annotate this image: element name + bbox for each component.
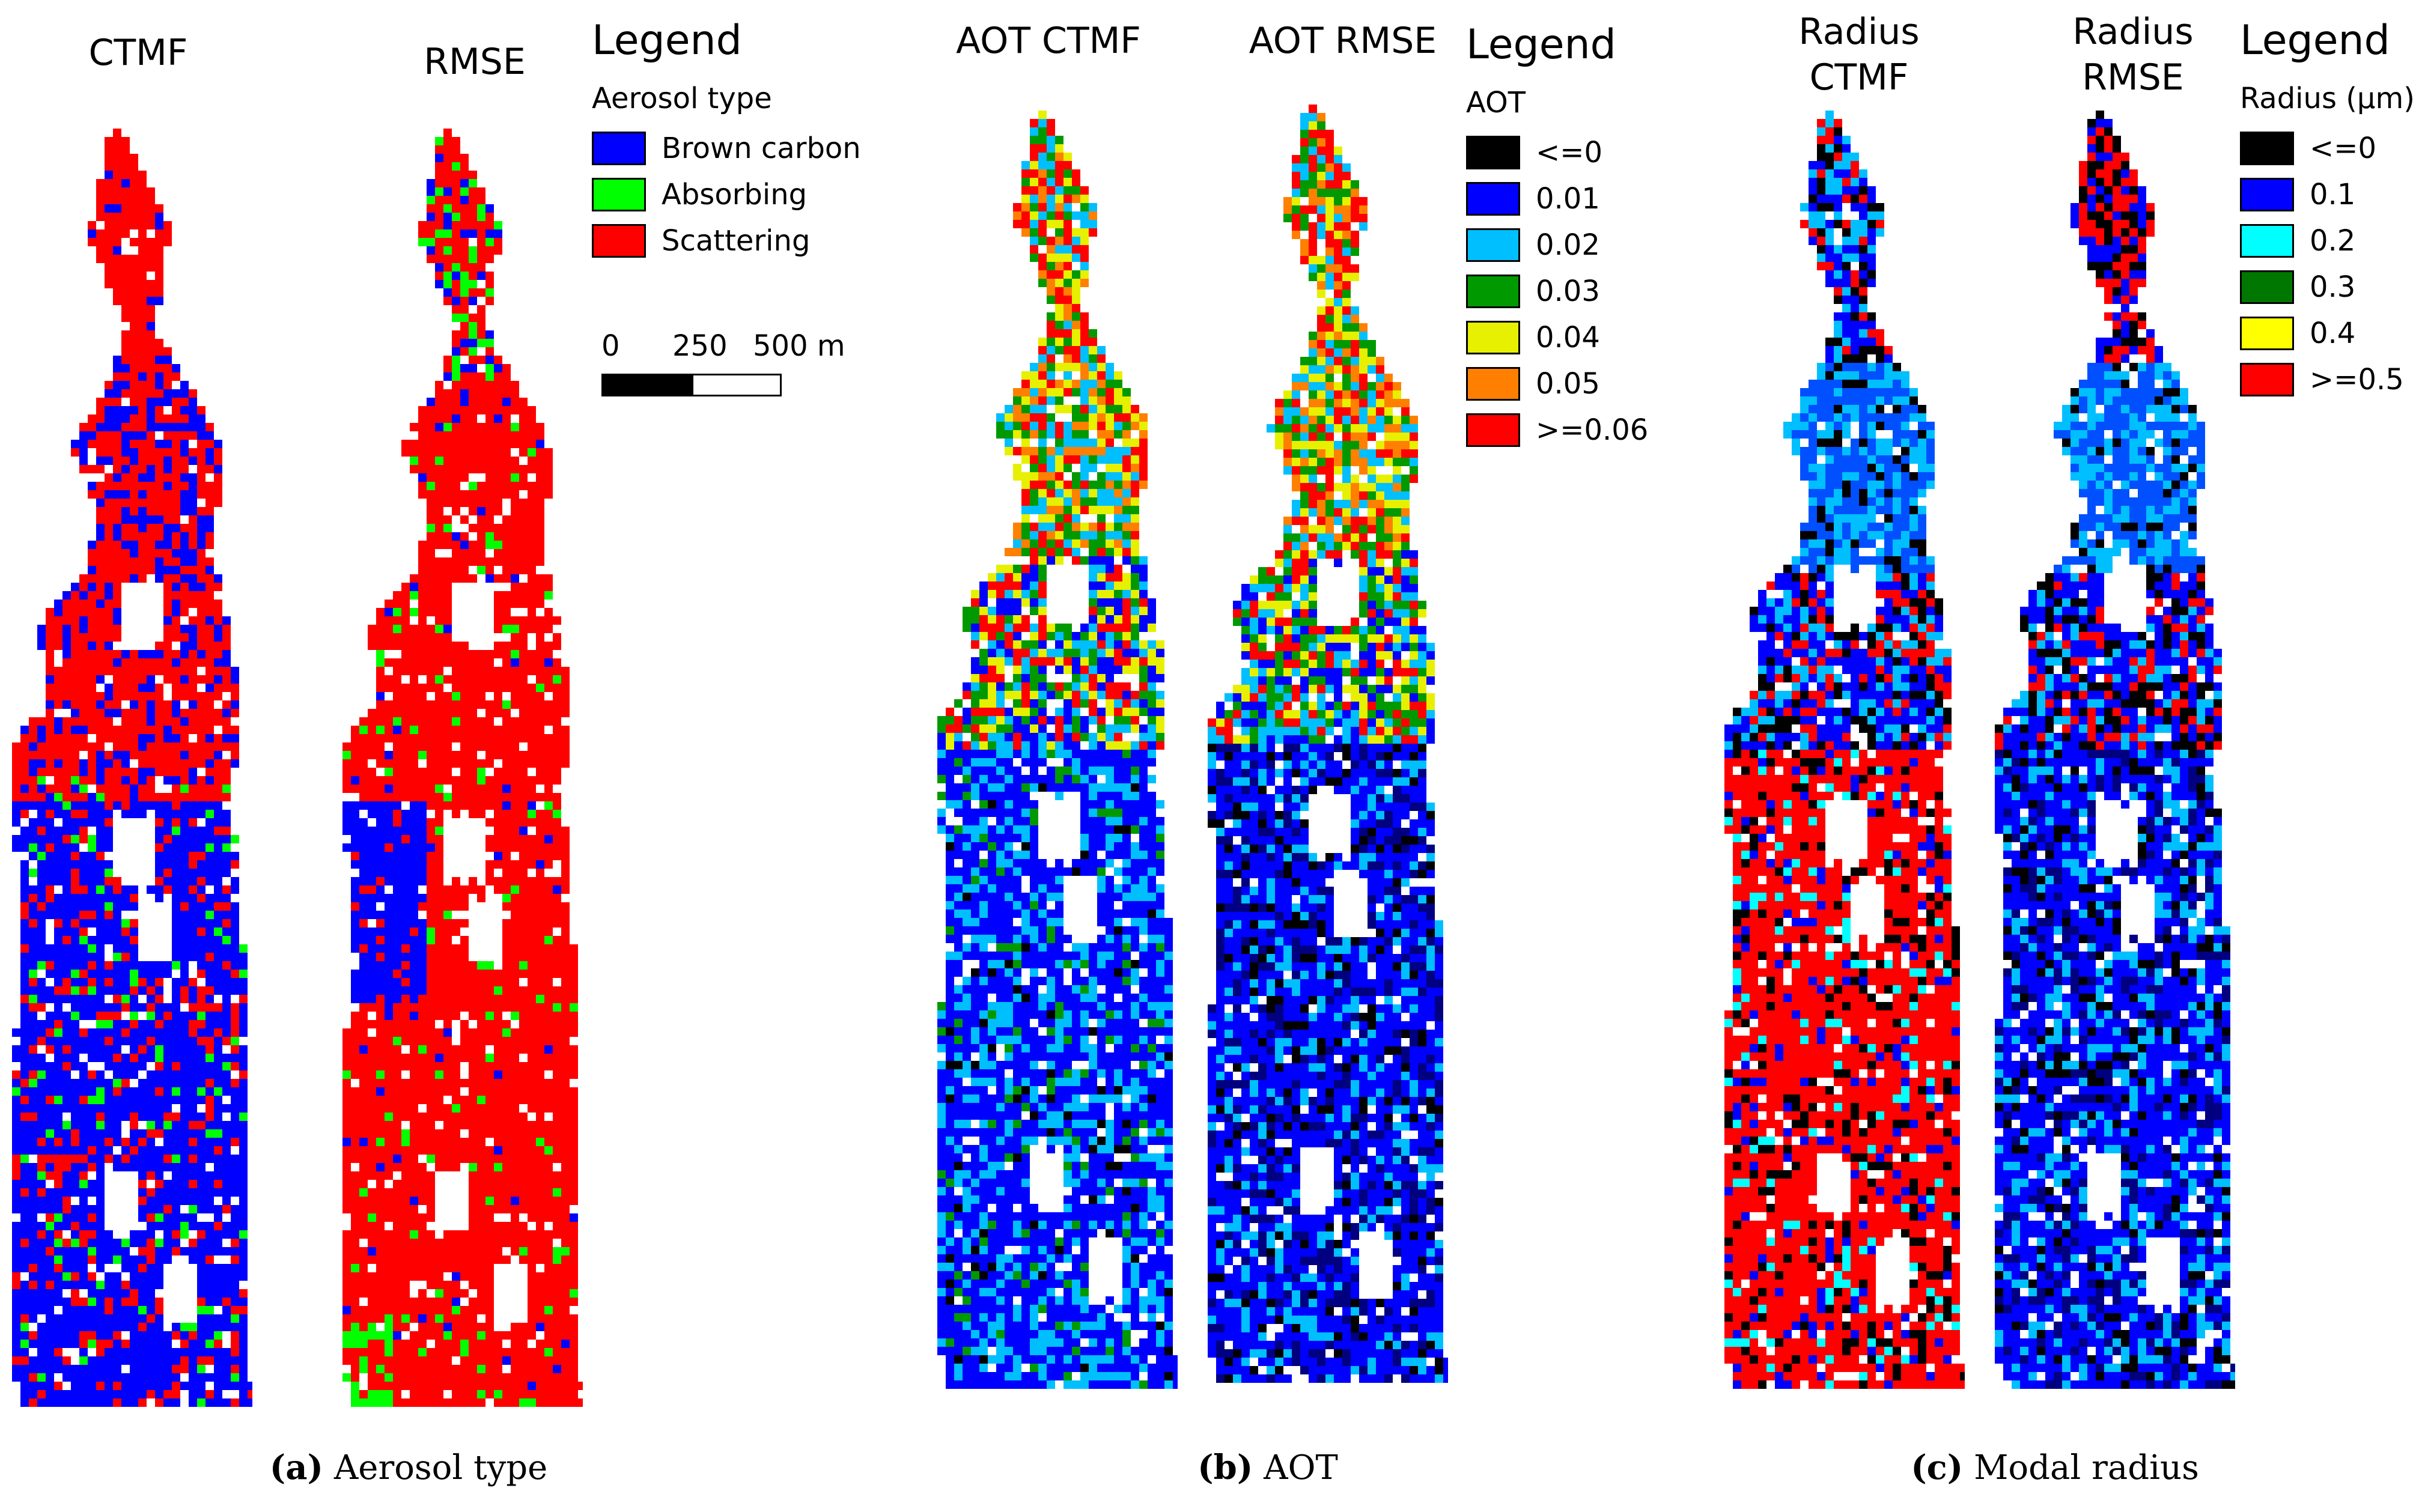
legend-label: <=0 xyxy=(1536,135,1602,169)
legend-swatch xyxy=(1466,274,1520,308)
caption-text: AOT xyxy=(1264,1448,1338,1487)
legend-swatch xyxy=(1466,413,1520,447)
legend-subtitle: AOT xyxy=(1466,86,1526,120)
legend-swatch xyxy=(592,223,646,258)
caption-a: (a) Aerosol type xyxy=(270,1448,547,1487)
map-title-c-rmse: Radius RMSE xyxy=(2072,11,2194,99)
legend-swatch xyxy=(2240,362,2294,396)
legend-item: Scattering xyxy=(592,217,861,264)
legend-a: Legend Aerosol type Brown carbon Absorbin… xyxy=(592,17,861,396)
legend-item: Absorbing xyxy=(592,171,861,217)
legend-label: <=0 xyxy=(2310,131,2376,165)
legend-c: Legend Radius (µm) <=0 0.1 0.2 0.3 0.4 >=0.5 xyxy=(2240,17,2415,402)
legend-swatch xyxy=(1466,135,1520,169)
caption-text: Modal radius xyxy=(1974,1448,2199,1487)
map-b-rmse xyxy=(1208,105,1448,1383)
legend-swatch xyxy=(1466,181,1520,216)
map-title-a-ctmf: CTMF xyxy=(88,32,188,74)
legend-b: Legend AOT <=0 0.01 0.02 0.03 0.04 0.05 >=0.06 xyxy=(1466,21,1648,453)
legend-swatch xyxy=(2240,177,2294,211)
legend-swatch xyxy=(2240,316,2294,350)
legend-swatch xyxy=(592,177,646,211)
map-title-b-rmse: AOT RMSE xyxy=(1249,20,1437,62)
legend-swatch xyxy=(2240,223,2294,258)
map-title-b-ctmf: AOT CTMF xyxy=(956,20,1141,62)
map-c-rmse xyxy=(1995,111,2235,1389)
legend-label: 0.05 xyxy=(1536,366,1600,401)
legend-label: 0.3 xyxy=(2310,270,2356,304)
caption-text: Aerosol type xyxy=(333,1448,548,1487)
legend-item: 0.05 xyxy=(1466,360,1648,407)
legend-label: 0.03 xyxy=(1536,274,1600,308)
scale-label-250: 250 xyxy=(672,329,728,363)
scale-label-0: 0 xyxy=(601,329,620,363)
legend-subtitle: Radius (µm) xyxy=(2240,82,2415,115)
legend-item: 0.04 xyxy=(1466,314,1648,360)
legend-label: Absorbing xyxy=(662,177,808,211)
scale-label-500: 500 m xyxy=(753,329,845,363)
legend-label: 0.04 xyxy=(1536,320,1600,354)
caption-letter: (a) xyxy=(269,1448,324,1487)
legend-label: Scattering xyxy=(662,223,811,258)
legend-swatch xyxy=(1466,366,1520,401)
legend-label: Brown carbon xyxy=(662,131,861,165)
legend-subtitle: Aerosol type xyxy=(592,82,772,115)
map-a-rmse xyxy=(342,129,583,1407)
legend-item: 0.02 xyxy=(1466,222,1648,268)
legend-item: 0.4 xyxy=(2240,310,2415,356)
legend-label: >=0.06 xyxy=(1536,413,1649,447)
caption-letter: (c) xyxy=(1911,1448,1964,1487)
legend-swatch xyxy=(1466,228,1520,262)
legend-swatch xyxy=(2240,270,2294,304)
legend-label: 0.01 xyxy=(1536,181,1600,216)
legend-item: <=0 xyxy=(1466,129,1648,175)
legend-label: 0.2 xyxy=(2310,223,2356,258)
legend-label: 0.1 xyxy=(2310,177,2356,211)
legend-item: >=0.5 xyxy=(2240,356,2415,402)
map-title-a-rmse: RMSE xyxy=(424,41,526,83)
legend-item: 0.03 xyxy=(1466,268,1648,314)
legend-item: 0.2 xyxy=(2240,217,2415,264)
legend-heading: Legend xyxy=(592,17,742,64)
legend-label: >=0.5 xyxy=(2310,362,2404,396)
map-title-c-ctmf: Radius CTMF xyxy=(1798,11,1920,99)
legend-label: 0.02 xyxy=(1536,228,1600,262)
legend-item: Brown carbon xyxy=(592,125,861,171)
legend-swatch xyxy=(2240,131,2294,165)
map-b-ctmf xyxy=(937,111,1178,1389)
map-a-ctmf xyxy=(12,129,252,1407)
caption-c: (c) Modal radius xyxy=(1911,1448,2199,1487)
legend-item: 0.1 xyxy=(2240,171,2415,217)
legend-heading: Legend xyxy=(2240,17,2390,64)
scale-bar: 0 250 500 m xyxy=(601,329,854,396)
caption-b: (b) AOT xyxy=(1197,1448,1338,1487)
legend-item: <=0 xyxy=(2240,125,2415,171)
caption-letter: (b) xyxy=(1197,1448,1253,1487)
legend-swatch xyxy=(1466,320,1520,354)
map-c-ctmf xyxy=(1724,111,1965,1389)
legend-item: 0.3 xyxy=(2240,264,2415,310)
legend-label: 0.4 xyxy=(2310,316,2356,350)
legend-swatch xyxy=(592,131,646,165)
legend-heading: Legend xyxy=(1466,21,1616,68)
legend-item: 0.01 xyxy=(1466,175,1648,222)
scale-bar-graphic xyxy=(601,374,782,396)
legend-item: >=0.06 xyxy=(1466,407,1648,453)
